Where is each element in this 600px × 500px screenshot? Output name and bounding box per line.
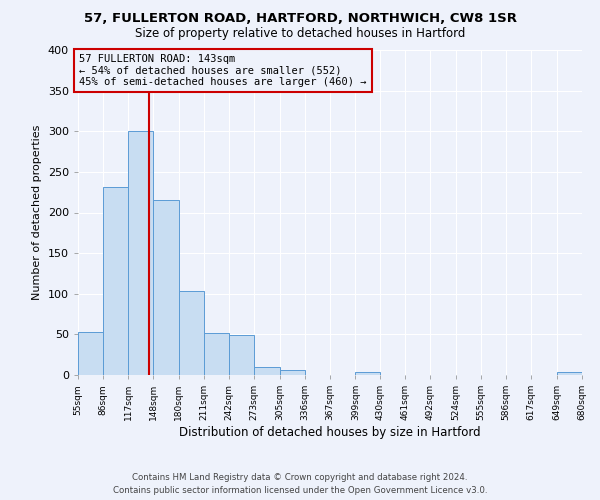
Bar	[78, 332, 103, 375]
Text: Size of property relative to detached houses in Hartford: Size of property relative to detached ho…	[135, 28, 465, 40]
Bar	[153, 200, 179, 375]
Bar	[103, 186, 128, 375]
Bar	[179, 292, 204, 375]
Bar	[557, 372, 582, 375]
Bar	[355, 372, 380, 375]
Bar	[204, 333, 229, 375]
Bar	[254, 367, 280, 375]
X-axis label: Distribution of detached houses by size in Hartford: Distribution of detached houses by size …	[179, 426, 481, 439]
Bar	[229, 335, 254, 375]
Y-axis label: Number of detached properties: Number of detached properties	[32, 125, 42, 300]
Text: Contains HM Land Registry data © Crown copyright and database right 2024.
Contai: Contains HM Land Registry data © Crown c…	[113, 473, 487, 495]
Bar	[280, 370, 305, 375]
Text: 57, FULLERTON ROAD, HARTFORD, NORTHWICH, CW8 1SR: 57, FULLERTON ROAD, HARTFORD, NORTHWICH,…	[83, 12, 517, 26]
Text: 57 FULLERTON ROAD: 143sqm
← 54% of detached houses are smaller (552)
45% of semi: 57 FULLERTON ROAD: 143sqm ← 54% of detac…	[79, 54, 367, 88]
Bar	[128, 131, 153, 375]
